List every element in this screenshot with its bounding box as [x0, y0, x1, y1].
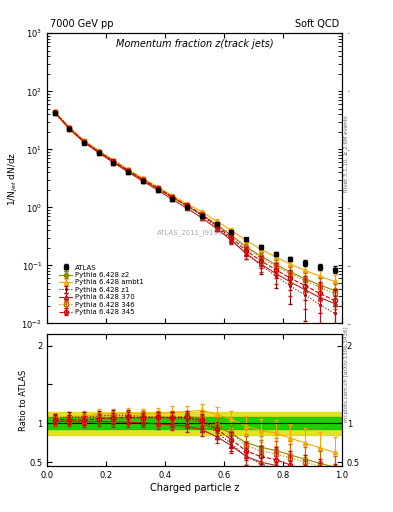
- Text: mcplots.cern.ch [arXiv:1306.3436]: mcplots.cern.ch [arXiv:1306.3436]: [344, 326, 349, 421]
- Y-axis label: 1/N$_{jet}$ dN/dz: 1/N$_{jet}$ dN/dz: [7, 151, 20, 205]
- Text: 7000 GeV pp: 7000 GeV pp: [50, 19, 114, 29]
- X-axis label: Charged particle z: Charged particle z: [150, 482, 239, 493]
- Text: Soft QCD: Soft QCD: [295, 19, 339, 29]
- Text: ATLAS_2011_I919017: ATLAS_2011_I919017: [157, 230, 232, 237]
- Y-axis label: Ratio to ATLAS: Ratio to ATLAS: [19, 369, 28, 431]
- Text: Momentum fraction z(track jets): Momentum fraction z(track jets): [116, 39, 274, 49]
- Text: Rivet 3.1.10, ≥ 2.6M events: Rivet 3.1.10, ≥ 2.6M events: [344, 115, 349, 192]
- Legend: ATLAS, Pythia 6.428 z2, Pythia 6.428 ambt1, Pythia 6.428 z1, Pythia 6.428 370, P: ATLAS, Pythia 6.428 z2, Pythia 6.428 amb…: [57, 263, 146, 317]
